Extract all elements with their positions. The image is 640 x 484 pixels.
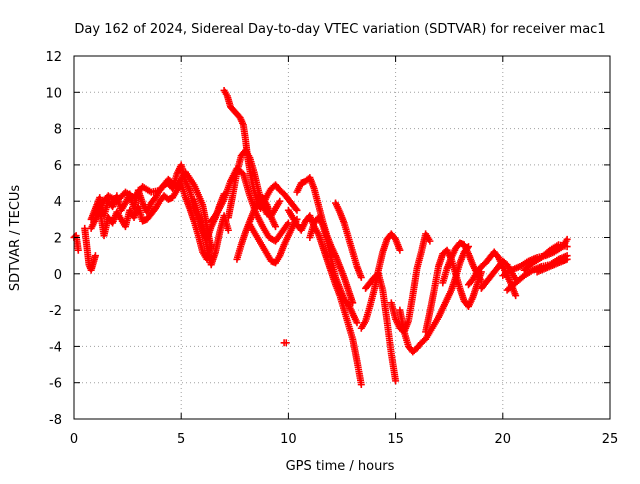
data-point: [396, 246, 404, 254]
x-tick-label: 10: [280, 432, 297, 447]
data-point: [353, 319, 361, 327]
data-point: [74, 246, 82, 254]
data-point: [224, 226, 232, 234]
y-tick-label: -8: [49, 413, 62, 428]
y-tick-label: 6: [54, 159, 62, 174]
y-tick-label: 8: [54, 123, 62, 138]
x-tick-label: 15: [387, 432, 404, 447]
data-point: [357, 273, 365, 281]
x-tick-label: 5: [177, 432, 185, 447]
x-axis-label: GPS time / hours: [286, 459, 395, 474]
y-tick-label: 12: [45, 50, 62, 65]
data-point: [512, 292, 520, 300]
x-tick-label: 20: [495, 432, 512, 447]
data-point: [392, 377, 400, 385]
y-tick-label: -4: [49, 340, 62, 355]
y-tick-label: -2: [49, 304, 62, 319]
data-points: [70, 86, 571, 389]
y-tick-label: 4: [54, 195, 62, 210]
axis-ticks: 0 5 10 15 20 25 -8 -6 -4 -2 0 2 4 6 8 10 12: [45, 50, 618, 447]
y-tick-label: 10: [45, 86, 62, 101]
data-point: [563, 243, 571, 251]
y-axis-label: SDTVAR / TECUs: [8, 185, 23, 292]
data-point: [426, 237, 434, 245]
data-point: [272, 223, 280, 231]
data-point-trace: [292, 205, 300, 213]
y-tick-label: 0: [54, 268, 62, 283]
y-tick-label: 2: [54, 232, 62, 247]
chart-title: Day 162 of 2024, Sidereal Day-to-day VTE…: [74, 22, 605, 37]
data-point: [563, 235, 571, 243]
data-point: [293, 206, 301, 214]
data-point: [282, 339, 290, 347]
x-tick-label: 0: [70, 432, 78, 447]
x-tick-label: 25: [602, 432, 619, 447]
data-point-trace: [283, 220, 291, 228]
data-point: [91, 252, 99, 260]
y-tick-label: -6: [49, 377, 62, 392]
data-point: [284, 219, 292, 227]
data-point: [357, 381, 365, 389]
data-point: [276, 197, 284, 205]
data-point: [563, 255, 571, 263]
